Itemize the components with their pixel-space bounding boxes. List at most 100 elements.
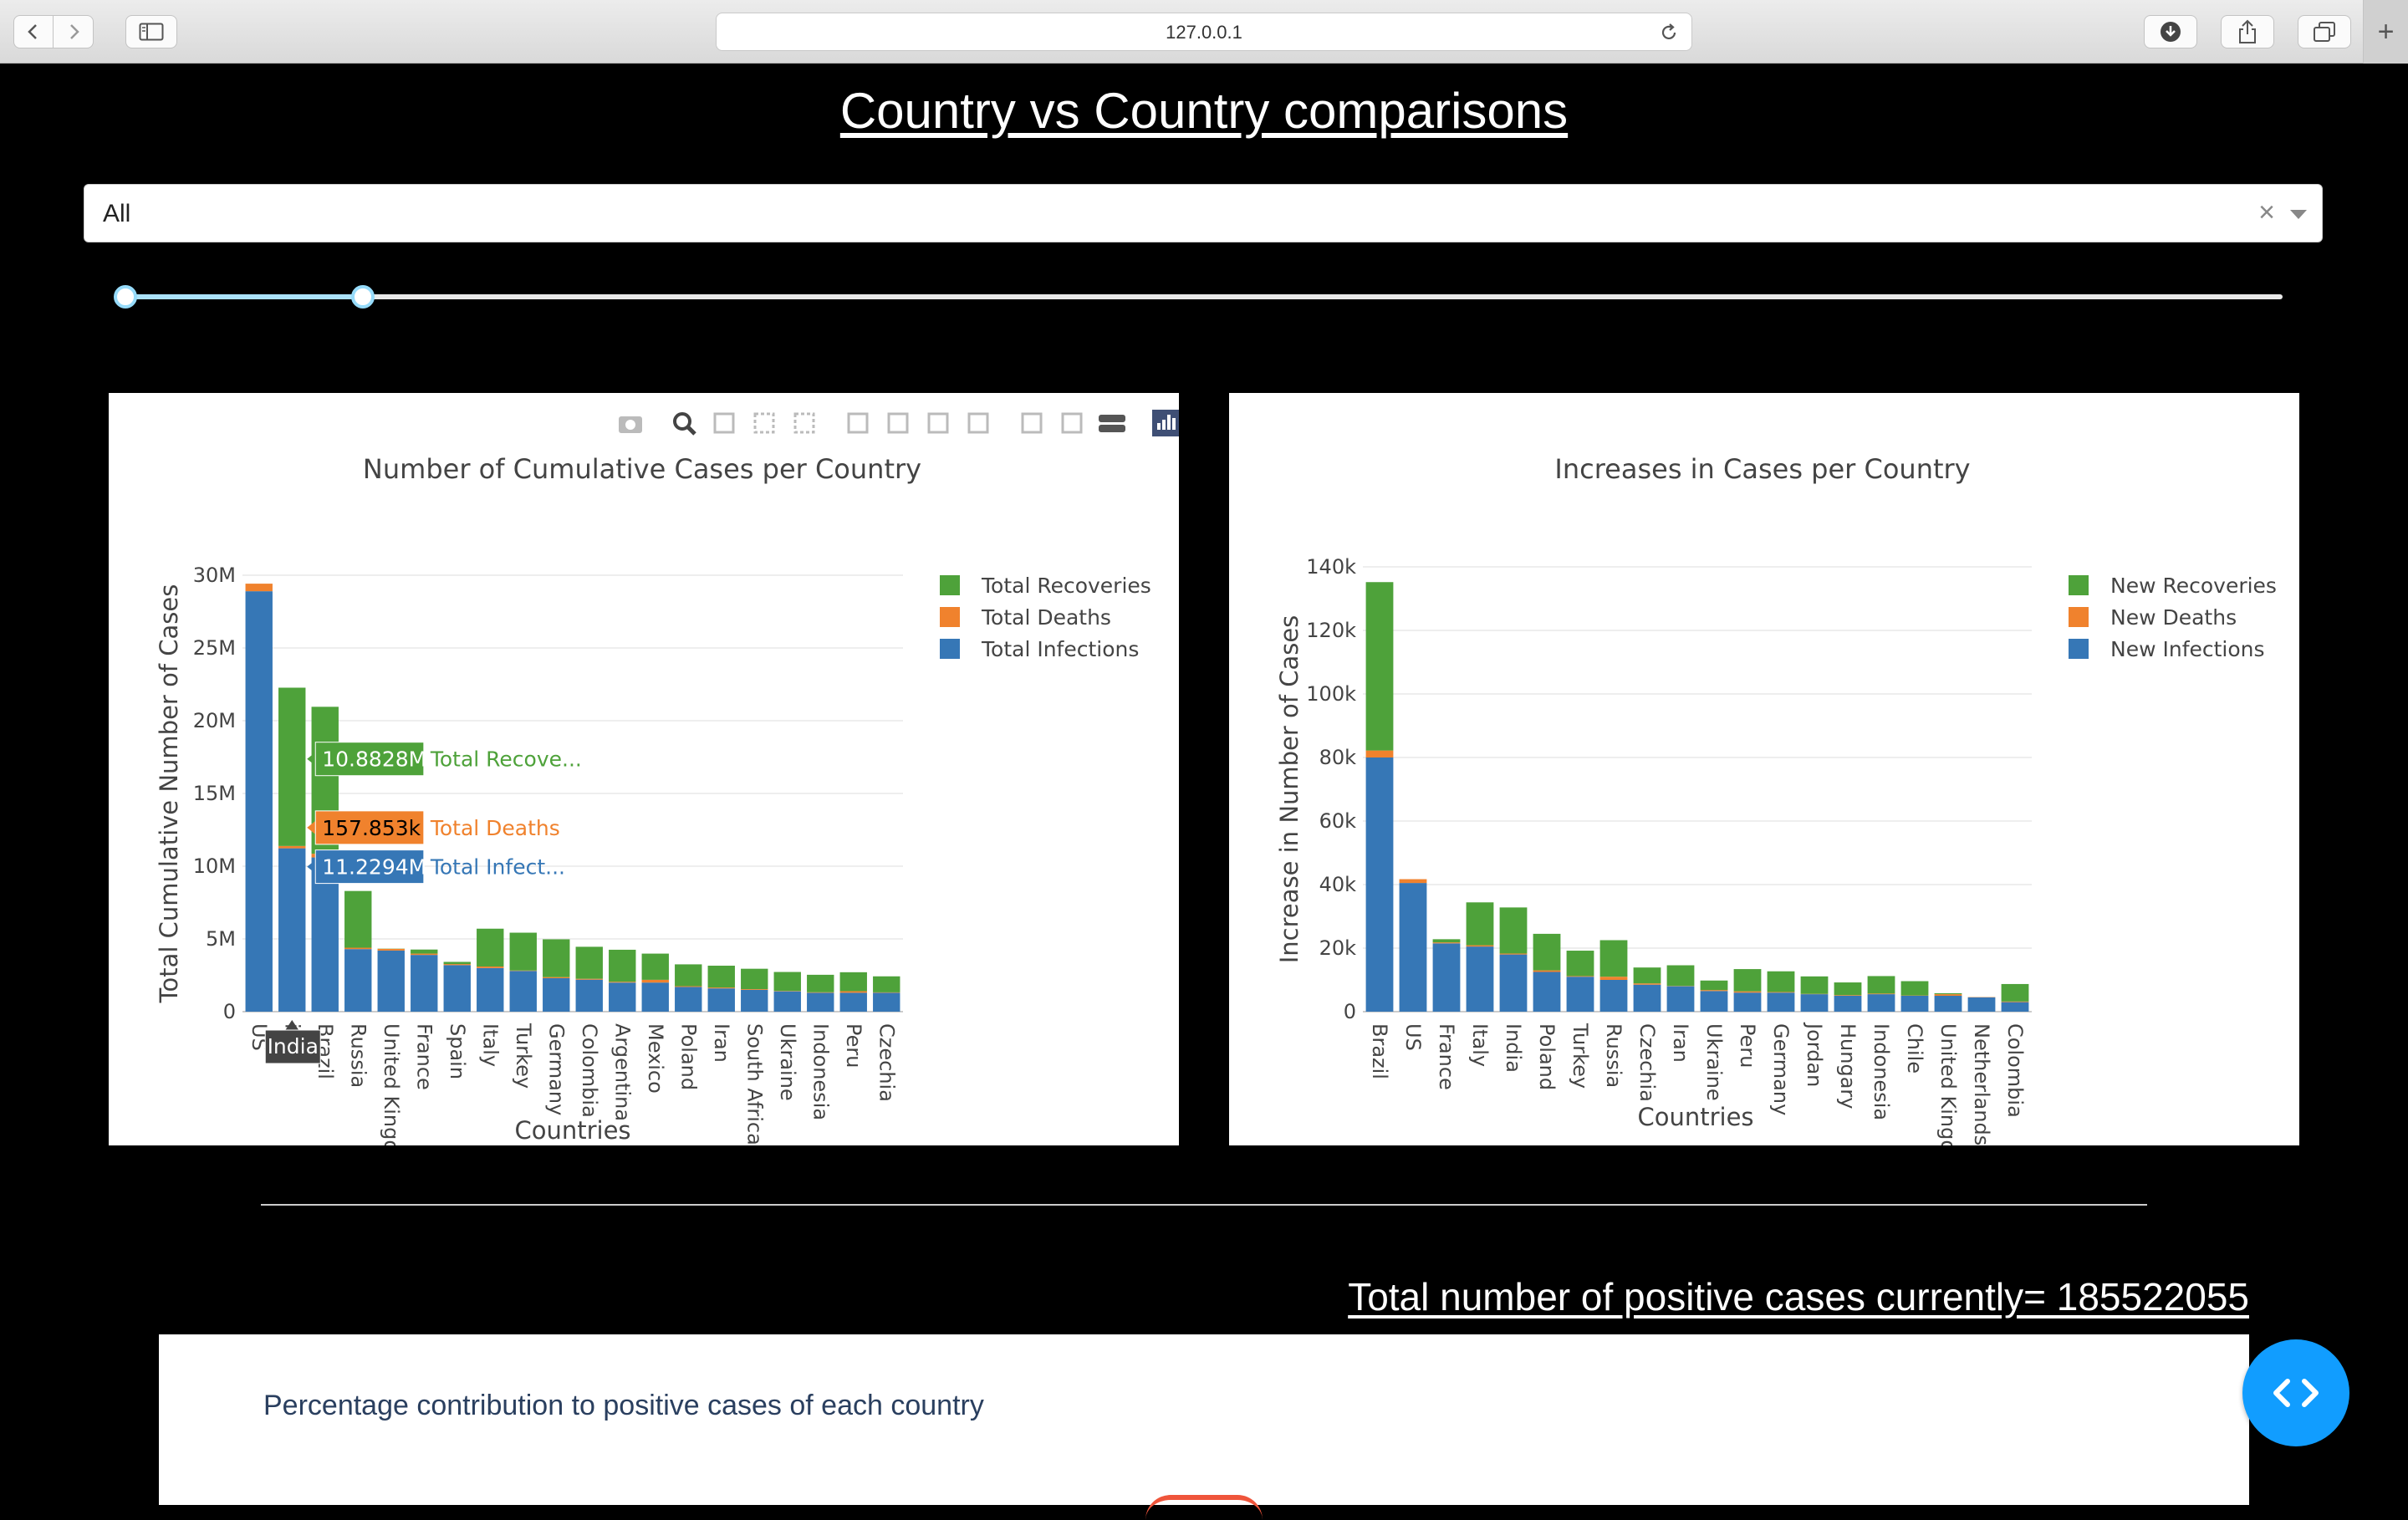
bar-segment[interactable] [1433, 943, 1461, 1012]
bar-segment[interactable] [1734, 992, 1762, 1012]
bar-segment[interactable] [278, 849, 305, 1012]
legend-swatch[interactable] [2069, 639, 2089, 659]
legend-swatch[interactable] [940, 607, 960, 627]
pan-icon[interactable] [715, 414, 733, 432]
legend-label[interactable]: Total Deaths [981, 605, 1111, 630]
bar-segment[interactable] [1868, 976, 1895, 993]
tabs-overview-button[interactable] [2298, 15, 2351, 48]
bar-segment[interactable] [642, 982, 669, 1012]
bar-segment[interactable] [1701, 991, 1728, 1012]
bar-segment[interactable] [411, 950, 437, 954]
bar-segment[interactable] [1433, 942, 1461, 943]
bar-segment[interactable] [1667, 966, 1695, 987]
legend-swatch[interactable] [2069, 607, 2089, 627]
zoom-icon[interactable] [675, 414, 695, 434]
back-button[interactable] [13, 15, 54, 48]
bar-segment[interactable] [1600, 980, 1628, 1012]
autoscale-icon[interactable] [929, 414, 947, 432]
downloads-button[interactable] [2144, 15, 2197, 48]
bar-segment[interactable] [1533, 934, 1561, 971]
legend-label[interactable]: New Infections [2110, 637, 2265, 661]
bar-segment[interactable] [807, 975, 834, 992]
bar-segment[interactable] [1366, 757, 1394, 1012]
box-select-icon[interactable] [755, 414, 773, 432]
debug-toggle-button[interactable] [2242, 1339, 2349, 1446]
sidebar-toggle-button[interactable] [125, 15, 177, 48]
bar-segment[interactable] [344, 949, 371, 1012]
bar-segment[interactable] [1968, 997, 1996, 1012]
bar-segment[interactable] [609, 982, 635, 1012]
legend-swatch[interactable] [940, 575, 960, 595]
bar-segment[interactable] [708, 987, 735, 988]
bar-segment[interactable] [1533, 972, 1561, 1012]
bar-segment[interactable] [2002, 984, 2029, 1002]
bar-segment[interactable] [246, 584, 273, 591]
bar-segment[interactable] [1768, 992, 1795, 1012]
bar-segment[interactable] [1500, 955, 1528, 1012]
zoom-in-icon[interactable] [849, 414, 867, 432]
bar-segment[interactable] [1467, 946, 1494, 1012]
bar-segment[interactable] [642, 980, 669, 982]
bar-segment[interactable] [1734, 969, 1762, 992]
bar-segment[interactable] [246, 591, 273, 1012]
bar-segment[interactable] [444, 961, 471, 964]
bar-segment[interactable] [2002, 1002, 2029, 1012]
bar-segment[interactable] [873, 992, 900, 1012]
bar-segment[interactable] [1433, 939, 1461, 942]
bar-segment[interactable] [1366, 582, 1394, 750]
bar-segment[interactable] [708, 966, 735, 987]
lasso-icon[interactable] [795, 414, 814, 432]
bar-segment[interactable] [708, 988, 735, 1012]
bar-segment[interactable] [444, 965, 471, 1012]
slider-handle-low[interactable] [114, 285, 137, 309]
bar-segment[interactable] [378, 949, 405, 951]
bar-segment[interactable] [1901, 982, 1929, 996]
bar-segment[interactable] [675, 964, 701, 986]
bar-segment[interactable] [1868, 993, 1895, 994]
hover-closest-icon[interactable] [1063, 414, 1081, 432]
bar-segment[interactable] [510, 933, 537, 971]
bar-segment[interactable] [840, 991, 867, 992]
hover-compare-icon[interactable] [1099, 415, 1125, 432]
bar-segment[interactable] [411, 954, 437, 956]
bar-segment[interactable] [477, 968, 503, 1012]
bar-segment[interactable] [278, 688, 305, 846]
bar-segment[interactable] [1400, 883, 1427, 1012]
bar-segment[interactable] [741, 989, 768, 990]
bar-segment[interactable] [344, 948, 371, 950]
bar-segment[interactable] [1634, 967, 1661, 983]
bar-segment[interactable] [1400, 880, 1427, 884]
spike-lines-icon[interactable] [1023, 414, 1041, 432]
bar-segment[interactable] [278, 846, 305, 849]
legend-swatch[interactable] [2069, 575, 2089, 595]
bar-segment[interactable] [1935, 996, 1962, 1012]
bar-segment[interactable] [1567, 976, 1594, 977]
legend-label[interactable]: Total Infections [981, 637, 1139, 661]
bar-segment[interactable] [774, 992, 801, 1012]
bar-segment[interactable] [1801, 977, 1829, 994]
clear-icon[interactable]: × [2258, 196, 2275, 229]
new-tab-button[interactable]: + [2363, 0, 2408, 64]
legend-label[interactable]: New Recoveries [2110, 574, 2277, 598]
bar-segment[interactable] [1467, 902, 1494, 945]
address-bar[interactable]: 127.0.0.1 [716, 13, 1692, 51]
bar-segment[interactable] [1600, 977, 1628, 980]
bar-segment[interactable] [774, 972, 801, 992]
bar-segment[interactable] [1834, 982, 1862, 995]
bar-segment[interactable] [741, 969, 768, 989]
bar-segment[interactable] [1901, 996, 1929, 1012]
bar-segment[interactable] [576, 979, 603, 980]
share-button[interactable] [2221, 15, 2274, 48]
legend-label[interactable]: Total Recoveries [981, 574, 1151, 598]
camera-icon[interactable] [619, 416, 642, 433]
bar-segment[interactable] [477, 967, 503, 968]
bar-segment[interactable] [1834, 995, 1862, 996]
bar-segment[interactable] [1634, 985, 1661, 1012]
bar-segment[interactable] [411, 955, 437, 1012]
bar-segment[interactable] [444, 964, 471, 965]
bar-segment[interactable] [543, 977, 569, 978]
legend-label[interactable]: New Deaths [2110, 605, 2237, 630]
zoom-out-icon[interactable] [889, 414, 907, 432]
bar-segment[interactable] [807, 992, 834, 993]
bar-segment[interactable] [609, 950, 635, 982]
